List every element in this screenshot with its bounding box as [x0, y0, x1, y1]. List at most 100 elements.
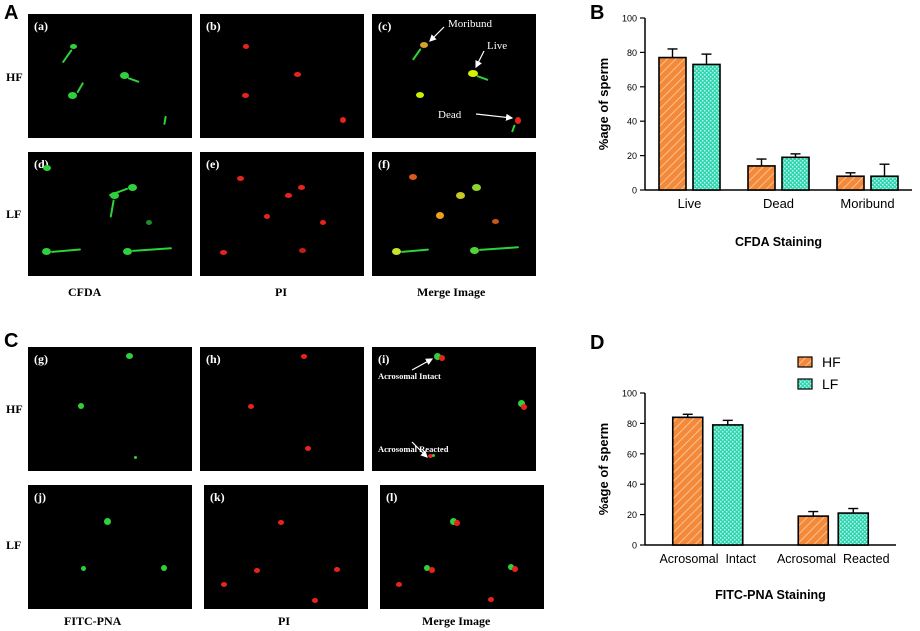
x-axis-title: FITC-PNA Staining — [715, 588, 826, 602]
panel-letter-a: A — [4, 2, 19, 24]
sperm-head — [220, 250, 227, 255]
y-tick-label: 60 — [627, 449, 637, 459]
micrograph-f: (f) — [372, 152, 536, 276]
sperm-tail — [110, 199, 115, 218]
micrograph-tag: (l) — [386, 490, 398, 504]
legend-label-lf: LF — [822, 376, 838, 392]
micrograph-g: (g) — [28, 347, 192, 471]
sperm-head — [472, 184, 481, 191]
legend-swatch-lf — [797, 378, 813, 390]
sperm-head — [221, 582, 227, 587]
sperm-head — [456, 192, 465, 199]
sperm-head — [488, 597, 494, 602]
micrograph-tag: (h) — [206, 352, 221, 366]
sperm-head — [81, 566, 86, 571]
annotation-arrows — [411, 358, 434, 458]
sperm-head — [264, 214, 270, 219]
row-label-hf: HF — [6, 402, 23, 416]
sperm-head — [429, 567, 435, 573]
sperm-head — [305, 446, 311, 451]
bar-hf — [747, 165, 776, 191]
micrograph-tag: (a) — [34, 19, 48, 33]
annotation-acrosomal-intact: Acrosomal Intact — [378, 371, 441, 381]
sperm-head — [68, 92, 77, 99]
annotation-acrosomal-reacted: Acrosomal Reacted — [378, 444, 449, 454]
y-axis-title: %age of sperm — [596, 58, 611, 150]
sperm-tail — [478, 246, 519, 251]
annotation-dead: Dead — [438, 109, 462, 121]
sperm-head — [320, 220, 326, 225]
row-label-lf: LF — [6, 207, 22, 221]
sperm-head — [508, 564, 514, 570]
sperm-head — [298, 185, 305, 190]
sperm-head — [515, 117, 521, 124]
sperm-head — [146, 220, 152, 225]
sperm-head — [42, 248, 51, 255]
sperm-head — [436, 212, 444, 219]
sperm-head — [161, 565, 167, 571]
panel-letter-c: C — [4, 330, 19, 352]
bar-hf — [836, 175, 865, 191]
sperm-head — [428, 454, 433, 458]
y-tick-label: 20 — [627, 151, 637, 161]
column-label-merge: Merge Image — [422, 614, 491, 628]
sperm-head — [492, 219, 499, 224]
sperm-tail — [50, 248, 81, 253]
category-label: Dead — [763, 196, 794, 211]
sperm-head — [110, 192, 119, 199]
y-tick-label: 20 — [627, 510, 637, 520]
legend-label-hf: HF — [822, 354, 841, 370]
micrograph-d: (d) — [28, 152, 192, 276]
y-tick-label: 60 — [627, 82, 637, 92]
bar-lf — [692, 63, 721, 191]
sperm-head — [450, 518, 457, 525]
legend-swatch-hf — [797, 356, 813, 368]
sperm-tail — [76, 81, 84, 94]
annotation-arrows — [429, 26, 514, 121]
micrograph-tag: (b) — [206, 19, 221, 33]
annotation-moribund: Moribund — [448, 18, 492, 30]
sperm-head — [312, 598, 318, 603]
y-tick-label: 80 — [627, 419, 637, 429]
y-tick-label: 100 — [622, 389, 637, 399]
column-label-pi: PI — [278, 614, 290, 628]
category-label: Acrosomal Reacted — [777, 552, 890, 566]
micrograph-j: (j) — [28, 485, 192, 609]
micrograph-h: (h) — [200, 347, 364, 471]
sperm-head — [420, 42, 428, 48]
micrograph-a: (a) — [28, 14, 192, 138]
category-label: Acrosomal Intact — [659, 552, 756, 566]
sperm-head — [512, 566, 518, 572]
column-label-fitc-pna: FITC-PNA — [64, 614, 122, 628]
sperm-head — [134, 456, 137, 459]
micrograph-b: (b) — [200, 14, 364, 138]
sperm-head — [334, 567, 340, 572]
column-label-cfda: CFDA — [68, 285, 102, 299]
sperm-head — [128, 184, 137, 191]
sperm-head — [242, 93, 249, 98]
row-label-hf: HF — [6, 70, 23, 84]
chart-fitc-pna-staining: 0 20 40 60 80 100 %age of sperm FITC-PNA Staini… — [596, 354, 896, 602]
sperm-head — [434, 353, 441, 360]
sperm-head — [468, 70, 478, 77]
sperm-head — [521, 404, 527, 410]
sperm-head — [254, 568, 260, 573]
sperm-head — [248, 404, 254, 409]
sperm-head — [78, 403, 84, 409]
bar-lf — [870, 175, 899, 191]
bar-hf — [658, 56, 687, 191]
bar-lf — [781, 156, 810, 191]
sperm-head — [299, 248, 306, 253]
micrograph-tag: (c) — [378, 19, 392, 33]
bar-lf — [711, 424, 744, 546]
sperm-head — [416, 92, 424, 98]
sperm-tail — [400, 248, 429, 253]
sperm-head — [396, 582, 402, 587]
sperm-tail — [127, 77, 140, 83]
sperm-head — [432, 454, 435, 457]
micrograph-tag: (j) — [34, 490, 46, 504]
column-label-merge: Merge Image — [417, 285, 486, 299]
sperm-head — [278, 520, 284, 525]
sperm-head — [454, 520, 460, 526]
